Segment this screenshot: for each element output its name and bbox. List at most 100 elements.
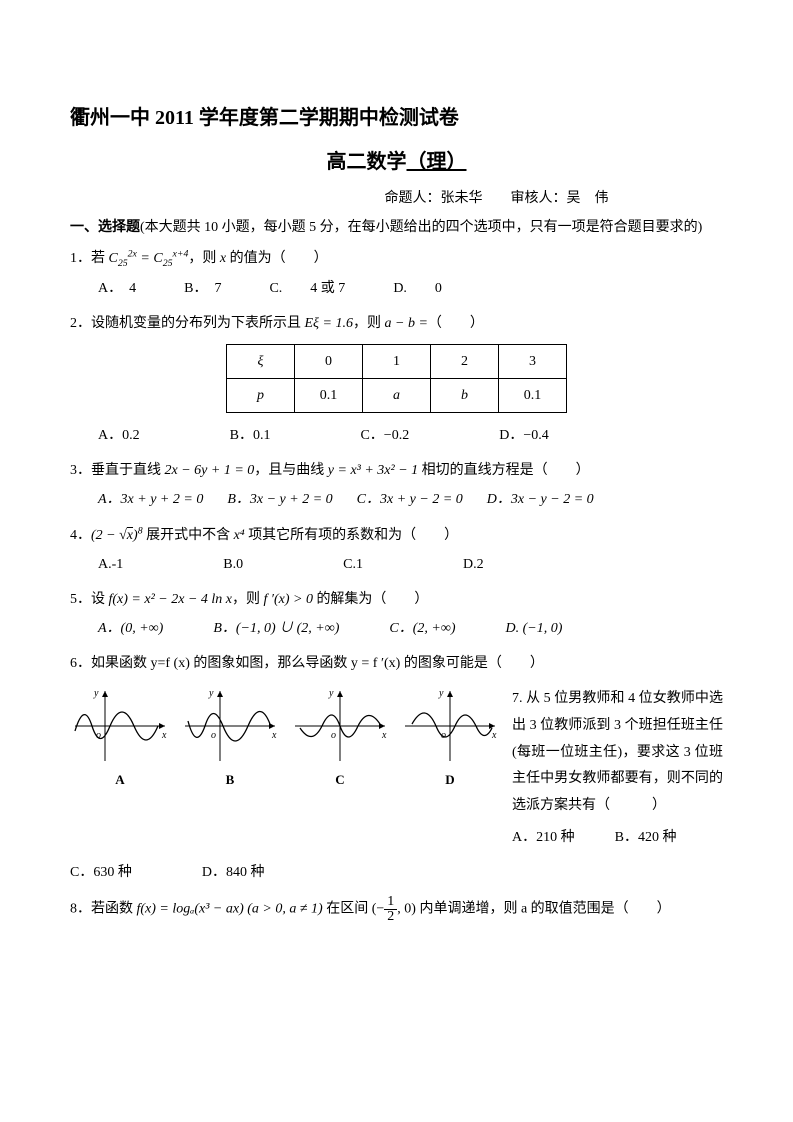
q2-opt-b: B．0.1 (230, 423, 271, 448)
q2-t-11: 0.1 (295, 378, 363, 412)
graph-b-label: B (180, 768, 280, 791)
q5-text-c: 的解集为（ ） (313, 592, 429, 607)
q2-text-b: ，则 (353, 316, 385, 331)
q2-t-14: 0.1 (499, 378, 567, 412)
q6-graphs-q7-block: x y o A x y o B x y o (70, 686, 723, 852)
q7-opt-c: C．630 种 (70, 860, 132, 885)
q4-text-a: 4． (70, 528, 91, 543)
question-5: 5．设 f(x) = x² − 2x − 4 ln x，则 f ′(x) > 0… (70, 587, 723, 641)
q5-fx: f(x) = x² − 2x − 4 ln x (109, 592, 233, 607)
q5-opt-b: B．(−1, 0) ∪ (2, +∞) (213, 616, 339, 641)
q2-opt-d: D．−0.4 (499, 423, 549, 448)
q2-options: A．0.2 B．0.1 C．−0.2 D．−0.4 (98, 423, 723, 448)
q8-text-c: , 0) 内单调递增，则 a 的取值范围是（ ） (397, 902, 670, 917)
q1-text-b: ，则 (188, 251, 220, 266)
q2-table: ξ 0 1 2 3 p 0.1 a b 0.1 (226, 344, 567, 413)
q2-opt-c: C．−0.2 (360, 423, 409, 448)
q3-text-b: ，且与曲线 (254, 463, 328, 478)
q4-opt-d: D.2 (463, 552, 484, 577)
q1-text-c: 的值为（ ） (226, 251, 328, 266)
svg-text:y: y (438, 688, 444, 699)
graph-b-icon: x y o (180, 686, 280, 766)
q8-frac-n: 1 (384, 895, 397, 910)
q1-opt-d: D. 0 (393, 276, 442, 301)
q8-frac-d: 2 (384, 910, 397, 924)
title2-b: （理） (407, 151, 467, 173)
graph-d-icon: x y o (400, 686, 500, 766)
q4-expr: (2 − √x)8 (91, 528, 143, 543)
q1-text-a: 1．若 (70, 251, 109, 266)
q2-t-01: 0 (295, 344, 363, 378)
svg-text:x: x (381, 730, 387, 741)
q8-fx: f(x) = logₐ(x³ − ax) (a > 0, a ≠ 1) (137, 902, 323, 917)
q2-t-10: p (227, 378, 295, 412)
q2-ab: a − b = (385, 316, 428, 331)
svg-text:o: o (211, 730, 216, 741)
q5-options: A．(0, +∞) B．(−1, 0) ∪ (2, +∞) C．(2, +∞) … (98, 616, 723, 641)
q1-opt-c: C. 4 或 7 (269, 276, 345, 301)
section-1-heading: 一、选择题(本大题共 10 小题，每小题 5 分，在每小题给出的四个选项中，只有… (70, 215, 723, 240)
q2-text-a: 2．设随机变量的分布列为下表所示且 (70, 316, 305, 331)
q5-text-b: ，则 (232, 592, 264, 607)
q8-frac: 12 (384, 895, 397, 924)
svg-text:x: x (491, 730, 497, 741)
authors-line: 命题人：张未华 审核人：吴 伟 (70, 186, 723, 211)
graph-d-box: x y o D (400, 686, 500, 791)
q2-t-13: b (431, 378, 499, 412)
q8-text-b: 在区间 (− (323, 902, 385, 917)
q3-opt-c: C．3x + y − 2 = 0 (357, 487, 463, 512)
q4-opt-b: B.0 (223, 552, 243, 577)
q3-line: 2x − 6y + 1 = 0 (165, 463, 255, 478)
q4-open: (2 − (91, 528, 119, 543)
question-6: 6．如果函数 y=f (x) 的图象如图，那么导函数 y = f ′(x) 的图… (70, 651, 723, 676)
graph-c-label: C (290, 768, 390, 791)
q2-E: Eξ = 1.6 (305, 316, 354, 331)
q7-opt-d: D．840 种 (202, 860, 265, 885)
svg-text:o: o (331, 730, 336, 741)
question-3: 3．垂直于直线 2x − 6y + 1 = 0，且与曲线 y = x³ + 3x… (70, 458, 723, 512)
q4-opt-c: C.1 (343, 552, 363, 577)
q2-text-c: （ ） (428, 316, 484, 331)
q3-opt-d: D．3x − y − 2 = 0 (487, 487, 594, 512)
q8-text-a: 8．若函数 (70, 902, 137, 917)
q1-expr: C252x = C25x+4 (109, 251, 189, 266)
q2-opt-a: A．0.2 (98, 423, 140, 448)
q2-t-00: ξ (227, 344, 295, 378)
q4-text-b: 展开式中不含 (143, 528, 234, 543)
q7-opts-ab: A．210 种 B．420 种 (512, 825, 723, 852)
svg-text:y: y (208, 688, 214, 699)
q2-t-04: 3 (499, 344, 567, 378)
table-row: p 0.1 a b 0.1 (227, 378, 567, 412)
q3-opt-a: A．3x + y + 2 = 0 (98, 487, 203, 512)
q1-opt-a: A． 4 (98, 276, 136, 301)
q4-options: A.-1 B.0 C.1 D.2 (98, 552, 723, 577)
q2-t-02: 1 (363, 344, 431, 378)
page-title-1: 衢州一中 2011 学年度第二学期期中检测试卷 (70, 100, 723, 136)
graph-b-box: x y o B (180, 686, 280, 791)
q5-opt-d: D. (−1, 0) (505, 616, 562, 641)
q3-text-c: 相切的直线方程是（ ） (418, 463, 590, 478)
q4-x4: x⁴ (234, 528, 245, 543)
svg-text:x: x (161, 730, 167, 741)
q5-opt-a: A．(0, +∞) (98, 616, 163, 641)
q7-opt-a: A．210 种 (512, 825, 575, 852)
q7-body: 7. 从 5 位男教师和 4 位女教师中选出 3 位教师派到 3 个班担任班主任… (512, 691, 723, 812)
q3-text-a: 3．垂直于直线 (70, 463, 165, 478)
question-7-text: 7. 从 5 位男教师和 4 位女教师中选出 3 位教师派到 3 个班担任班主任… (512, 686, 723, 852)
graph-d-label: D (400, 768, 500, 791)
q7-opts-cd: C．630 种 D．840 种 (70, 860, 723, 885)
section-1-rest: (本大题共 10 小题，每小题 5 分，在每小题给出的四个选项中，只有一项是符合… (140, 220, 702, 235)
table-row: ξ 0 1 2 3 (227, 344, 567, 378)
graph-a-icon: x y o (70, 686, 170, 766)
title2-a: 高二数学 (327, 151, 407, 173)
q5-fpx: f ′(x) > 0 (264, 592, 313, 607)
q2-t-03: 2 (431, 344, 499, 378)
svg-text:y: y (93, 688, 99, 699)
q3-opt-b: B．3x − y + 2 = 0 (227, 487, 332, 512)
q4-text-c: 项其它所有项的系数和为（ ） (245, 528, 459, 543)
q4-opt-a: A.-1 (98, 552, 123, 577)
svg-text:x: x (271, 730, 277, 741)
page-title-2: 高二数学（理） (70, 144, 723, 180)
q5-opt-c: C．(2, +∞) (389, 616, 455, 641)
q6-text: 6．如果函数 y=f (x) 的图象如图，那么导函数 y = f ′(x) 的图… (70, 656, 544, 671)
